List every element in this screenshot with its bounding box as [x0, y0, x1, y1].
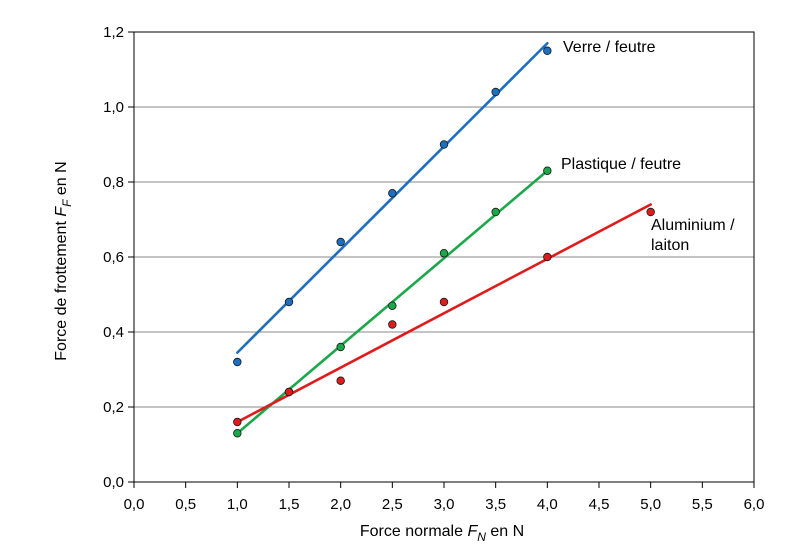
data-point-aluminium-laiton — [388, 320, 397, 329]
y-tick-label: 1,2 — [103, 24, 124, 41]
data-point-aluminium-laiton — [439, 297, 449, 307]
x-axis-title-symbol: F — [467, 523, 478, 540]
data-point-verre-feutre — [284, 297, 294, 307]
data-point-aluminium-laiton — [336, 376, 345, 385]
x-axis-title-suffix: en N — [486, 523, 524, 540]
data-point-plastique-feutre — [336, 342, 345, 352]
x-tick-label: 2,0 — [330, 496, 351, 513]
y-axis-title-symbol: F — [53, 206, 70, 217]
data-point-plastique-feutre — [439, 249, 449, 258]
y-tick-label: 0,8 — [103, 174, 124, 191]
y-tick-label: 1,0 — [103, 99, 124, 116]
x-axis-title: Force normale FN en N — [360, 523, 524, 544]
x-tick-label: 3,0 — [434, 496, 455, 513]
series-label-verre-feutre: Verre / feutre — [563, 39, 656, 56]
x-tick-label: 2,5 — [382, 496, 403, 513]
y-axis-title: Force de frottement FF en N — [53, 161, 74, 360]
data-point-plastique-feutre — [543, 166, 552, 175]
data-point-aluminium-laiton — [646, 207, 655, 217]
data-point-plastique-feutre — [233, 429, 242, 438]
x-tick-label: 4,0 — [537, 496, 558, 513]
x-tick-label: 5,5 — [692, 496, 713, 513]
x-tick-label: 3,5 — [485, 496, 506, 513]
x-tick-label: 4,5 — [589, 496, 610, 513]
y-tick-label: 0,4 — [103, 324, 124, 341]
data-point-verre-feutre — [388, 189, 397, 198]
y-axis: 0,0 0,2 0,4 0,6 0,8 1,0 1,2 — [103, 24, 134, 491]
data-point-aluminium-laiton — [543, 252, 552, 262]
y-tick-label: 0,2 — [103, 399, 124, 416]
data-point-verre-feutre — [491, 87, 500, 97]
x-axis: 0,0 0,5 1,0 1,5 2,0 2,5 3,0 3,5 4,0 4,5 5,0 5,5 6,0 — [124, 482, 765, 513]
data-point-aluminium-laiton — [233, 417, 242, 427]
y-axis-title-suffix: en N — [53, 161, 70, 199]
data-point-verre-feutre — [543, 46, 552, 55]
series-label-aluminium-laiton: Aluminium / laiton — [651, 217, 735, 254]
x-tick-label: 1,0 — [227, 496, 248, 513]
series-labels: Verre / feutre Plastique / feutre Aluminiu… — [561, 39, 735, 254]
fit-lines — [236, 41, 652, 435]
x-tick-label: 1,5 — [279, 496, 300, 513]
data-point-verre-feutre — [439, 140, 449, 149]
x-tick-label: 0,5 — [175, 496, 196, 513]
data-point-verre-feutre — [336, 237, 345, 247]
series-label-plastique-feutre: Plastique / feutre — [561, 156, 681, 173]
data-point-verre-feutre — [233, 357, 242, 367]
y-axis-title-prefix: Force de frottement — [53, 217, 70, 361]
x-axis-title-prefix: Force normale — [360, 523, 468, 540]
x-axis-title-subscript: N — [477, 530, 486, 544]
x-tick-label: 6,0 — [744, 496, 765, 513]
fit-line-aluminium-laiton — [236, 203, 652, 424]
data-point-aluminium-laiton — [284, 387, 294, 397]
data-points — [233, 46, 655, 438]
x-tick-label: 5,0 — [640, 496, 661, 513]
y-tick-label: 0,0 — [103, 474, 124, 491]
y-tick-label: 0,6 — [103, 249, 124, 266]
x-tick-label: 0,0 — [124, 496, 145, 513]
data-point-plastique-feutre — [388, 301, 397, 310]
data-point-plastique-feutre — [491, 207, 500, 217]
y-axis-title-subscript: F — [60, 199, 74, 207]
